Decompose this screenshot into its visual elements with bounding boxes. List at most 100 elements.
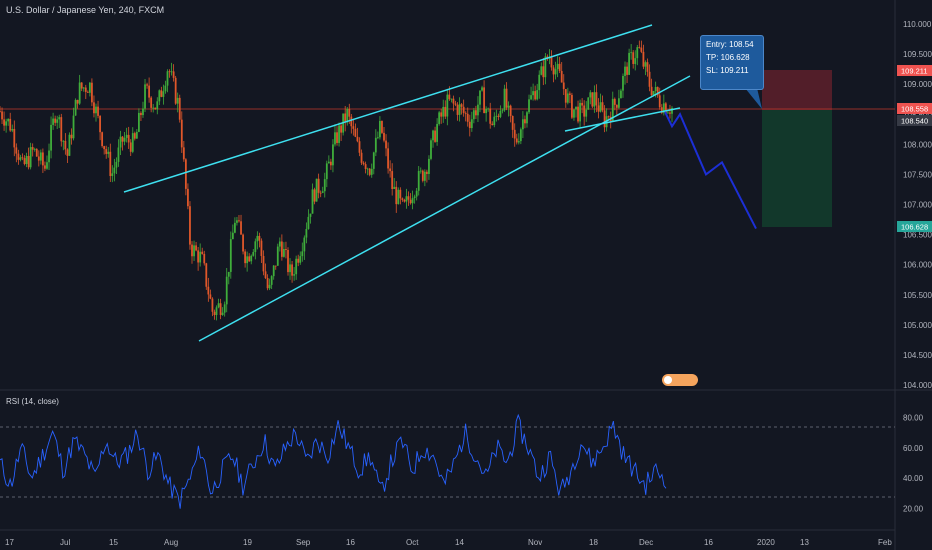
candle-body [48, 150, 50, 163]
candle-body [485, 108, 488, 114]
candle-body [454, 103, 457, 105]
channel-upper-trendline[interactable] [123, 24, 653, 193]
candle-body [595, 92, 598, 106]
candle-body [125, 134, 128, 138]
candle-body [305, 228, 308, 238]
candle-body [536, 90, 539, 100]
candle-body [660, 107, 663, 113]
candle-body [187, 188, 189, 207]
candle-body [411, 198, 414, 204]
channel-lower-trendline[interactable] [198, 75, 691, 342]
symbol-title: U.S. Dollar / Japanese Yen, 240, FXCM [6, 5, 165, 15]
candle-body [550, 57, 553, 68]
candle-body [297, 258, 300, 263]
time-tick-label: Aug [164, 538, 178, 547]
candle-body [1, 111, 3, 120]
candle-body [452, 98, 455, 104]
price-axis[interactable]: 110.000 109.500 109.000 108.500 108.000 107.5… [903, 20, 932, 390]
rsi-line [0, 413, 667, 509]
candle-body [184, 159, 187, 189]
candle-body [352, 126, 355, 129]
price-tick-label: 105.000 [903, 321, 932, 330]
candle-body [577, 106, 579, 122]
candle-body [468, 121, 471, 129]
candle-body [658, 95, 661, 108]
candle-body [152, 107, 155, 109]
candle-body [389, 168, 392, 172]
candle-body [54, 118, 57, 123]
candle-body [524, 119, 526, 124]
candle-body [199, 251, 202, 263]
candle-body [221, 312, 224, 315]
candle-body [542, 66, 545, 78]
candle-body [76, 99, 79, 104]
time-tick-label: 13 [800, 538, 809, 547]
tp-price-tag-text: 106.628 [901, 223, 928, 232]
candle-body [93, 102, 95, 114]
candle-body [634, 58, 637, 64]
candle-body [180, 119, 183, 148]
candle-body [585, 109, 588, 117]
candle-body [23, 158, 26, 165]
candle-body [638, 47, 641, 48]
projection-path[interactable] [664, 111, 757, 230]
candle-body [107, 151, 110, 154]
candle-body [44, 165, 46, 169]
candle-body [313, 189, 316, 202]
candle-body [409, 199, 412, 204]
candle-body [162, 91, 165, 97]
candle-body [446, 94, 449, 117]
candle-body [499, 110, 502, 117]
candle-body [121, 136, 124, 142]
price-tags: 109.211 108.558 108.540 106.628 [897, 65, 932, 232]
neckline-trendline[interactable] [564, 107, 681, 132]
candle-body [475, 110, 477, 116]
candle-body [315, 178, 318, 202]
candle-body [615, 104, 618, 108]
price-tick-label: 108.500 [903, 110, 932, 119]
candle-body [383, 132, 385, 141]
candle-body [671, 107, 673, 114]
candle-body [9, 118, 12, 131]
price-tick-label: 106.500 [903, 231, 932, 240]
candle-body [321, 191, 324, 193]
candle-body [160, 90, 163, 97]
candle-body [566, 93, 569, 103]
candle-body [105, 149, 108, 154]
candle-body [254, 241, 257, 253]
time-tick-label: 2020 [757, 538, 775, 547]
candle-body [295, 258, 298, 275]
candle-body [174, 77, 177, 104]
candle-body [270, 276, 273, 285]
candle-body [66, 149, 69, 156]
rsi-tick-label: 80.00 [903, 414, 924, 423]
price-tick-label: 104.000 [903, 381, 932, 390]
price-tick-label: 108.000 [903, 140, 932, 149]
candle-body [129, 142, 132, 152]
candle-body [236, 220, 238, 223]
stop-loss-zone[interactable] [762, 70, 832, 110]
rsi-title: RSI (14, close) [6, 397, 59, 406]
candle-body [86, 91, 89, 93]
candle-body [481, 87, 483, 91]
take-profit-zone[interactable] [762, 110, 832, 227]
candle-body [483, 87, 485, 114]
candle-body [630, 52, 633, 54]
candle-body [176, 97, 179, 104]
candle-body [425, 171, 428, 174]
time-axis[interactable]: 17 Jul 15 Aug 19 Sep 16 Oct 14 Nov 18 Dec 16 2020 13 Fe… [5, 538, 892, 547]
candle-body [364, 164, 367, 169]
candle-body [372, 152, 375, 169]
candle-body [3, 119, 5, 126]
candle-body [497, 115, 500, 117]
candle-body [544, 56, 547, 78]
candle-body [354, 128, 357, 137]
candle-body [311, 189, 314, 214]
entry-label: Entry: 108.54 [706, 40, 754, 49]
candle-body [399, 189, 402, 199]
candle-body [60, 117, 63, 142]
candle-body [272, 265, 275, 277]
trade-tooltip[interactable]: Entry: 108.54 TP: 106.628 SL: 109.211 [700, 35, 764, 90]
candle-body [195, 245, 197, 251]
